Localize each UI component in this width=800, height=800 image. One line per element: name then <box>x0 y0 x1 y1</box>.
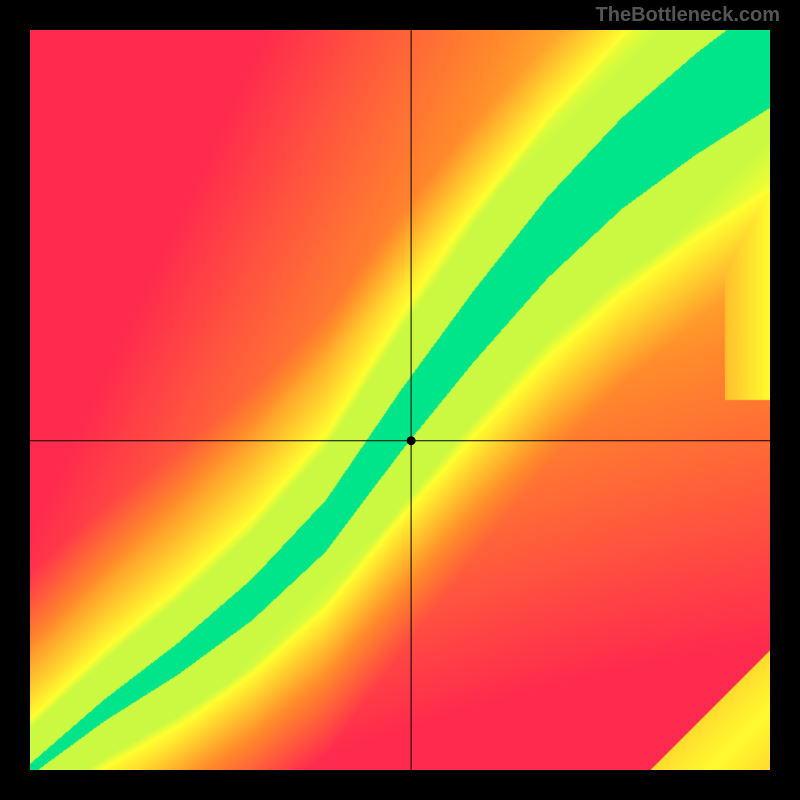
marker-dot <box>407 436 416 445</box>
watermark-text: TheBottleneck.com <box>596 4 780 27</box>
chart-container: TheBottleneck.com <box>0 0 800 800</box>
frame-right <box>770 0 800 800</box>
crosshair-overlay <box>30 30 770 770</box>
frame-bottom <box>0 770 800 800</box>
frame-left <box>0 0 30 800</box>
